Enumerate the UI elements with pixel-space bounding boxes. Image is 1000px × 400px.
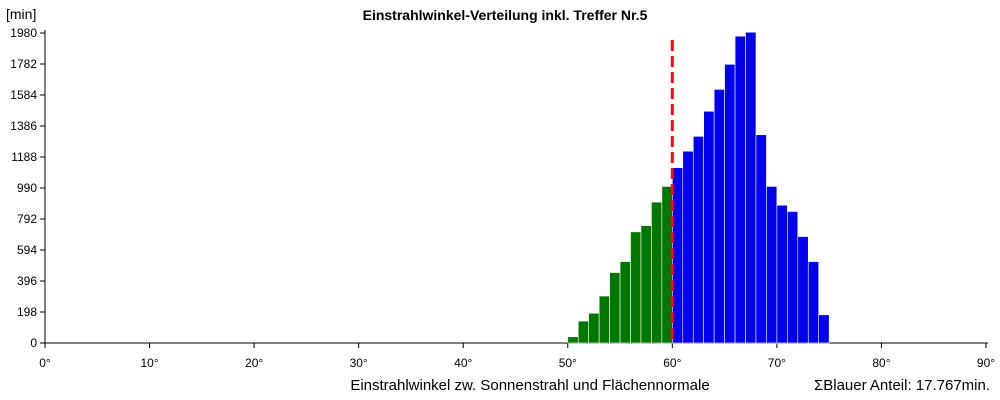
histogram-bar — [640, 225, 652, 344]
x-axis-label: Einstrahlwinkel zw. Sonnenstrahl und Flä… — [350, 377, 709, 394]
histogram-bar — [807, 261, 820, 344]
histogram-bar — [682, 150, 694, 344]
x-tick-label: 20° — [245, 356, 263, 370]
y-tick-label: 792 — [17, 212, 37, 226]
y-tick-label: 1584 — [10, 88, 37, 102]
chart-title: Einstrahlwinkel-Verteilung inkl. Treffer… — [363, 7, 648, 23]
histogram-bar — [609, 272, 621, 344]
bars — [567, 31, 830, 344]
x-tick-label: 40° — [454, 356, 472, 370]
histogram-bar — [713, 89, 725, 344]
histogram-bar — [787, 211, 799, 344]
y-tick-label: 990 — [17, 181, 37, 195]
x-tick-label: 0° — [39, 356, 51, 370]
tick-labels: 0 198 396 594 792 990 1188 1386 1584 1782 1980 0° 10… — [10, 26, 995, 370]
y-tick-label: 396 — [17, 274, 37, 288]
histogram-bar — [703, 110, 715, 344]
x-tick-label: 80° — [872, 356, 890, 370]
x-tick-label: 60° — [663, 356, 681, 370]
histogram-bar — [745, 31, 757, 344]
axes — [40, 30, 988, 348]
histogram-bar — [651, 201, 663, 344]
x-tick-label: 10° — [140, 356, 158, 370]
histogram-bar — [724, 64, 736, 344]
histogram-bar — [630, 231, 642, 344]
histogram-bar — [692, 136, 705, 344]
y-tick-label: 1782 — [10, 57, 37, 71]
y-tick-label: 198 — [17, 305, 37, 319]
histogram-bar — [588, 312, 600, 344]
histogram-bar — [577, 320, 589, 344]
y-tick-label: 1188 — [11, 150, 37, 164]
y-tick-label: 0 — [30, 336, 37, 350]
histogram-bar — [734, 35, 746, 344]
histogram-bar — [661, 186, 673, 344]
x-tick-label: 30° — [350, 356, 368, 370]
histogram-bar — [818, 314, 830, 344]
histogram-bar — [797, 236, 809, 344]
histogram-bar — [567, 336, 579, 344]
y-tick-label: 1980 — [10, 26, 37, 40]
x-tick-label: 90° — [977, 356, 995, 370]
y-axis-label: [min] — [6, 6, 36, 22]
y-tick-label: 594 — [17, 243, 37, 257]
x-tick-label: 70° — [768, 356, 786, 370]
x-tick-label: 50° — [559, 356, 577, 370]
histogram-bar — [755, 134, 767, 344]
histogram-bar — [598, 295, 610, 344]
histogram-bar — [672, 167, 684, 344]
y-tick-label: 1386 — [10, 119, 37, 133]
histogram-bar — [766, 186, 778, 344]
histogram-bar — [619, 261, 631, 344]
blue-share-annotation: ΣBlauer Anteil: 17.767min. — [814, 377, 990, 394]
histogram-bar — [776, 204, 788, 344]
